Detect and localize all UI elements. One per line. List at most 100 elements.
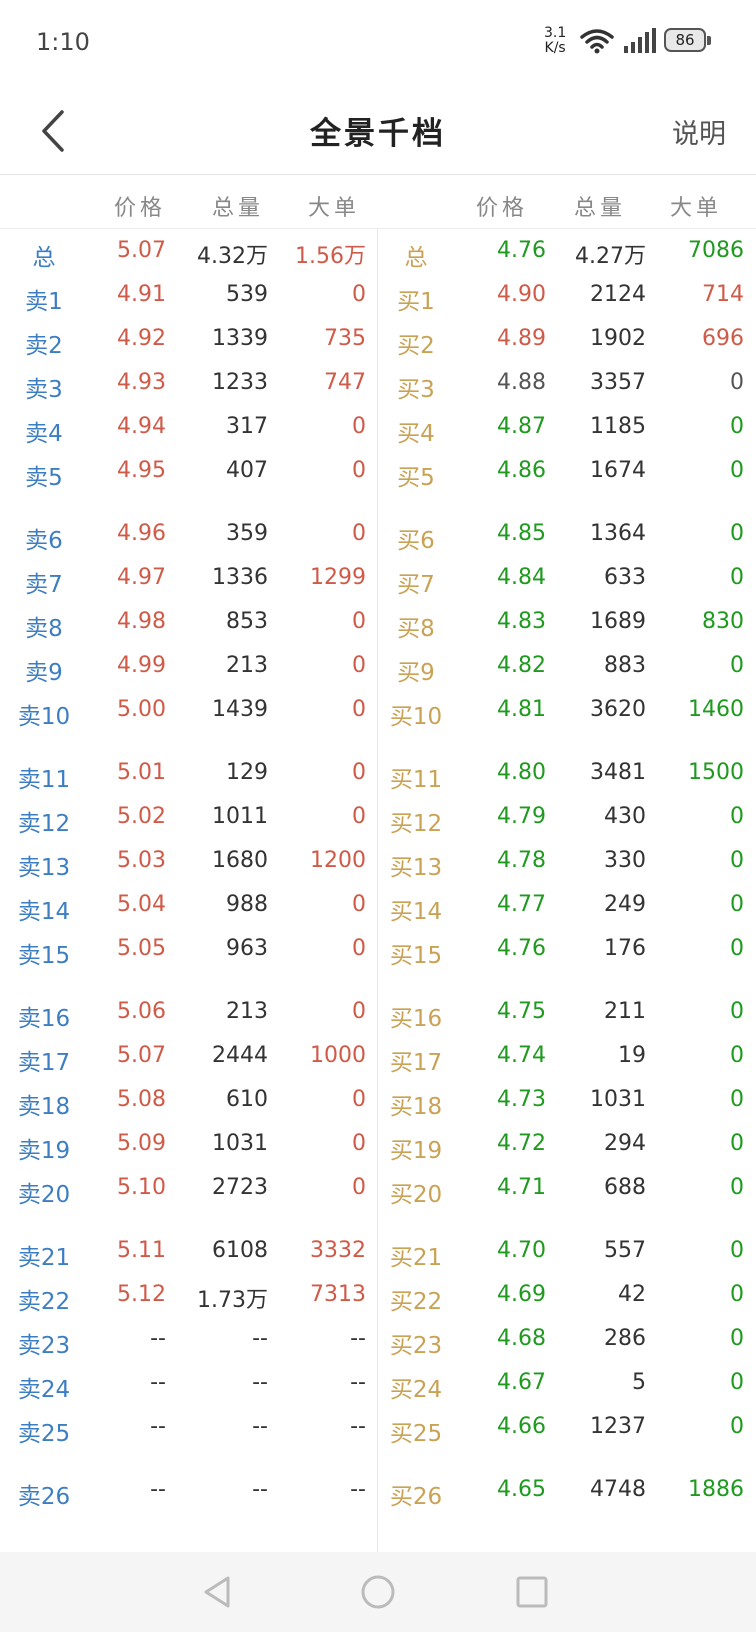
buy-price: 4.78 — [497, 848, 546, 873]
buy-level-label: 买7 — [397, 572, 435, 598]
header-buy-price: 价格 — [476, 196, 529, 221]
sell-level-label: 卖21 — [17, 1245, 71, 1271]
buy-level-label: 买14 — [389, 899, 443, 925]
buy-price: 4.68 — [497, 1326, 546, 1351]
buy-volume: 1902 — [590, 326, 646, 351]
buy-volume: 688 — [604, 1175, 646, 1200]
buy-level-label: 买12 — [389, 811, 443, 837]
buy-big-order: 0 — [730, 1175, 744, 1200]
sell-price: 4.92 — [117, 326, 166, 351]
buy-volume: 1689 — [590, 609, 646, 634]
order-book-table[interactable]: 总 5.07 4.32万 1.56万总 4.76 4.27万 7086 卖1 4.91 539 0 买… — [0, 228, 756, 1552]
sell-price: 5.00 — [117, 697, 166, 722]
sell-price: 5.07 — [117, 1043, 166, 1068]
buy-price: 4.85 — [497, 521, 546, 546]
battery-icon: 86 — [664, 28, 712, 56]
sell-volume: 1233 — [212, 370, 268, 395]
buy-big-order: 0 — [730, 653, 744, 678]
buy-big-order: 0 — [730, 458, 744, 483]
sell-level-label: 卖14 — [17, 899, 71, 925]
buy-level-label: 买1 — [397, 289, 435, 315]
buy-big-order: 0 — [730, 521, 744, 546]
buy-price: 4.80 — [497, 760, 546, 785]
buy-price: 4.89 — [497, 326, 546, 351]
sell-price: -- — [150, 1370, 166, 1395]
buy-price: 4.77 — [497, 892, 546, 917]
sell-level-label: 卖23 — [17, 1333, 71, 1359]
buy-level-label: 买21 — [389, 1245, 443, 1271]
buy-level-label: 买2 — [397, 333, 435, 359]
buy-big-order: 0 — [730, 892, 744, 917]
sell-price: 5.04 — [117, 892, 166, 917]
buy-volume: 557 — [604, 1238, 646, 1263]
sell-volume: 2444 — [212, 1043, 268, 1068]
column-divider — [377, 228, 378, 1552]
buy-volume: 286 — [604, 1326, 646, 1351]
buy-level-label: 买9 — [397, 660, 435, 686]
table-row: 总 5.07 4.32万 1.56万 总 4.76 4.27万 7086 — [0, 228, 756, 274]
sell-price: 5.12 — [117, 1282, 166, 1307]
sell-big-order: 0 — [352, 521, 366, 546]
buy-volume: 430 — [604, 804, 646, 829]
sell-level-label: 卖3 — [25, 377, 63, 403]
table-row: 卖19 5.09 1031 0 买19 4.72 294 0 — [0, 1121, 756, 1167]
sell-level-label: 卖11 — [17, 767, 71, 793]
buy-volume: 294 — [604, 1131, 646, 1156]
sell-price: 5.05 — [117, 936, 166, 961]
battery-level: 86 — [675, 31, 695, 49]
buy-level-label: 买6 — [397, 528, 435, 554]
buy-big-order: 830 — [702, 609, 744, 634]
buy-level-label: 买4 — [397, 421, 435, 447]
sell-big-order: -- — [350, 1326, 366, 1351]
buy-big-order: 0 — [730, 848, 744, 873]
buy-price: 4.74 — [497, 1043, 546, 1068]
buy-price: 4.70 — [497, 1238, 546, 1263]
buy-price: 4.84 — [497, 565, 546, 590]
sell-level-label: 卖6 — [25, 528, 63, 554]
sell-price: 5.03 — [117, 848, 166, 873]
buy-level-label: 买19 — [389, 1138, 443, 1164]
sell-volume: 2723 — [212, 1175, 268, 1200]
buy-big-order: 0 — [730, 1370, 744, 1395]
buy-price: 4.81 — [497, 697, 546, 722]
buy-big-order: 0 — [730, 1282, 744, 1307]
sell-price: 4.98 — [117, 609, 166, 634]
sell-volume: -- — [252, 1414, 268, 1439]
buy-big-order: 0 — [730, 1087, 744, 1112]
column-header-row: 价格 总量 大单 价格 总量 大单 — [0, 176, 756, 229]
sell-price: -- — [150, 1477, 166, 1502]
buy-volume: 1674 — [590, 458, 646, 483]
sell-level-label: 卖22 — [17, 1289, 71, 1315]
network-speed-value: 3.1 — [544, 25, 567, 41]
buy-level-label: 买18 — [389, 1094, 443, 1120]
sell-level-label: 总 — [32, 245, 56, 271]
help-button[interactable]: 说明 — [672, 119, 726, 150]
nav-recents-icon[interactable] — [510, 1570, 554, 1614]
buy-level-label: 总 — [404, 245, 428, 271]
sell-big-order: 7313 — [310, 1282, 366, 1307]
sell-big-order: 0 — [352, 760, 366, 785]
sell-big-order: 0 — [352, 414, 366, 439]
nav-back-icon[interactable] — [196, 1570, 240, 1614]
buy-level-label: 买24 — [389, 1377, 443, 1403]
buy-big-order: 0 — [730, 370, 744, 395]
buy-big-order: 0 — [730, 414, 744, 439]
sell-volume: 539 — [226, 282, 268, 307]
buy-price: 4.87 — [497, 414, 546, 439]
sell-volume: -- — [252, 1370, 268, 1395]
buy-price: 4.75 — [497, 999, 546, 1024]
back-arrow-icon[interactable] — [34, 106, 78, 156]
header-buy-big-order: 大单 — [670, 196, 723, 221]
buy-volume: 211 — [604, 999, 646, 1024]
table-row: 卖17 5.07 2444 1000 买17 4.74 19 0 — [0, 1033, 756, 1079]
sell-price: 5.06 — [117, 999, 166, 1024]
sell-volume: 1680 — [212, 848, 268, 873]
buy-level-label: 买15 — [389, 943, 443, 969]
nav-home-icon[interactable] — [356, 1570, 400, 1614]
sell-big-order: 1200 — [310, 848, 366, 873]
table-row: 卖11 5.01 129 0 买11 4.80 3481 1500 — [0, 750, 756, 796]
sell-big-order: 1299 — [310, 565, 366, 590]
table-row: 卖23 -- -- -- 买23 4.68 286 0 — [0, 1316, 756, 1362]
buy-big-order: 1886 — [688, 1477, 744, 1502]
table-row: 卖12 5.02 1011 0 买12 4.79 430 0 — [0, 794, 756, 840]
